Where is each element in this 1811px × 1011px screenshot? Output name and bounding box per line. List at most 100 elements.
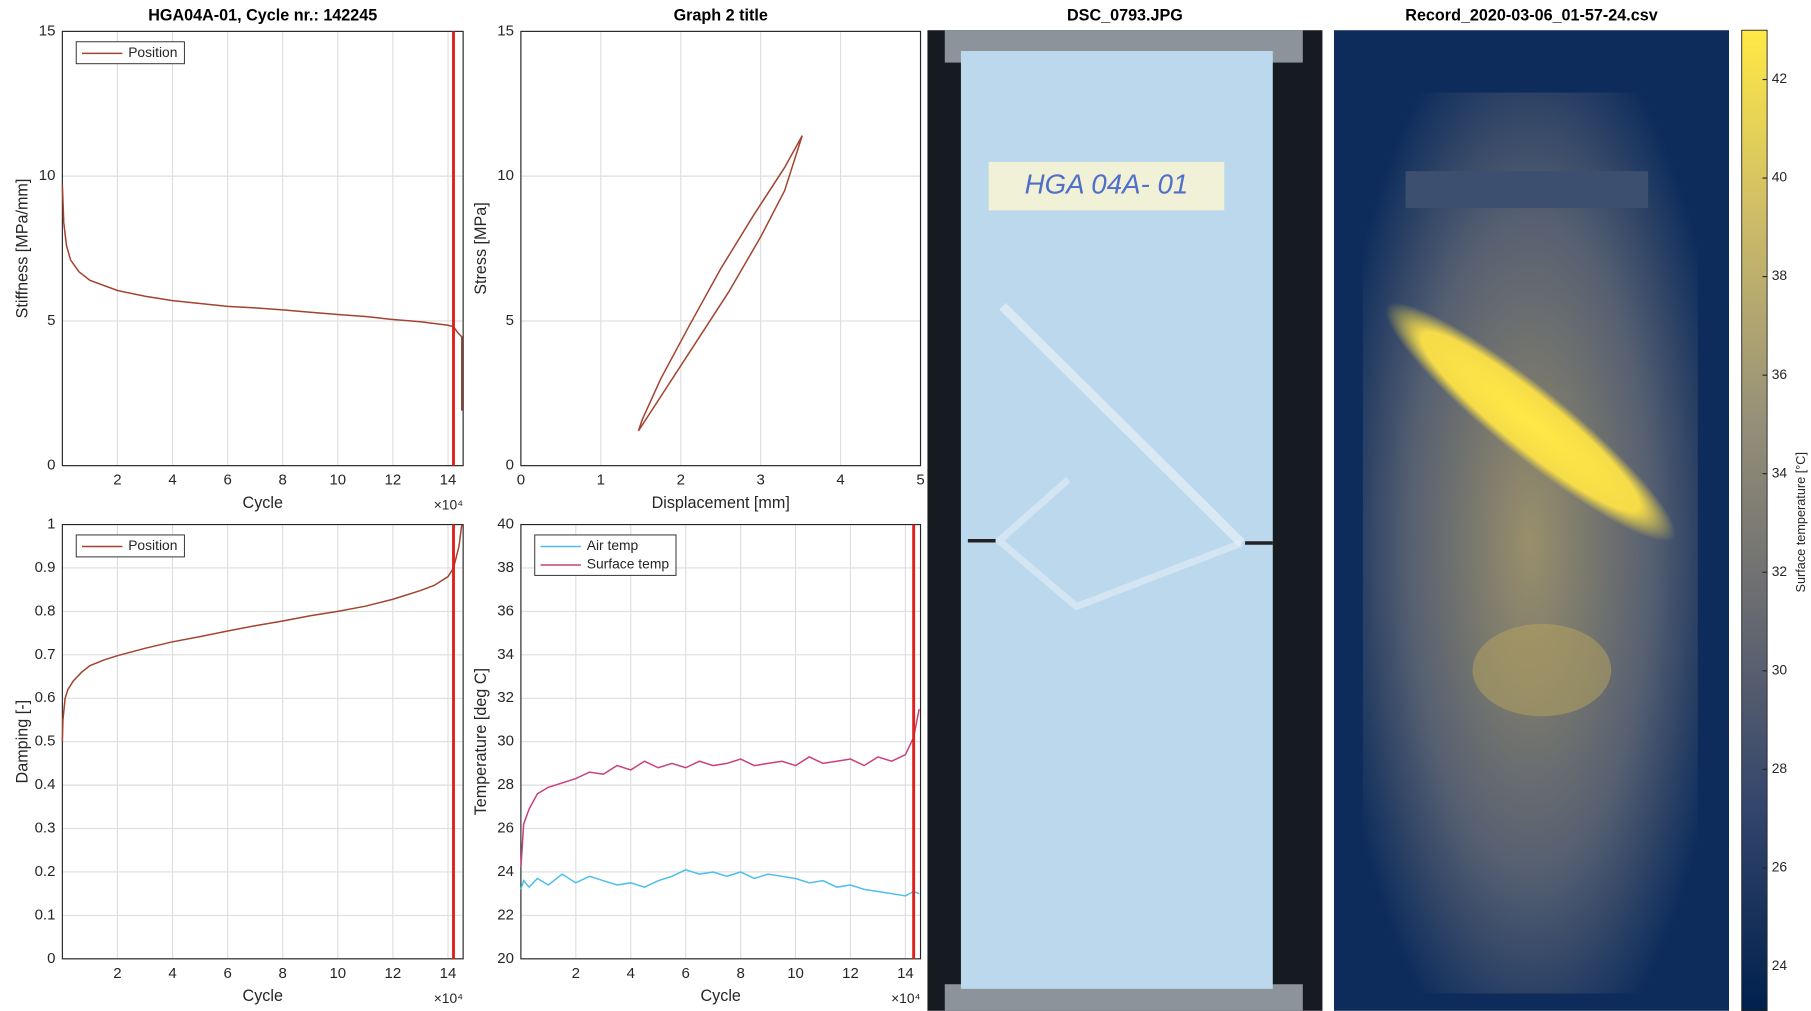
x-tick-label: 4 (627, 965, 635, 982)
damage-band (993, 476, 1243, 611)
plot-area (520, 31, 921, 466)
chart-title: Graph 2 title (674, 7, 768, 25)
chart-title: HGA04A-01, Cycle nr.: 142245 (148, 7, 377, 25)
legend-label: Position (128, 44, 177, 60)
x-tick-label: 14 (897, 965, 914, 982)
axes-box (520, 523, 922, 960)
colorbar-label: Surface temperature [°C] (1794, 452, 1808, 592)
y-tick-label: 0.2 (35, 863, 56, 880)
legend-box (75, 534, 185, 558)
axes-box (61, 30, 464, 467)
x-multiplier: ×10⁴ (434, 990, 463, 1006)
photo: HGA 04A- 01 DSC_0793.JPG (927, 7, 1323, 1011)
x-tick-label: 8 (736, 965, 744, 982)
colorbar-tick-label: 40 (1772, 169, 1788, 185)
y-tick-label: 5 (47, 312, 55, 329)
x-axis-label: Cycle (243, 494, 283, 512)
damage-band (999, 302, 1245, 547)
legend-label: Air temp (587, 537, 639, 553)
x-tick-label: 2 (113, 472, 121, 489)
x-tick-label: 6 (223, 965, 231, 982)
colorbar-tick-label: 30 (1772, 661, 1788, 677)
x-tick-label: 3 (756, 472, 764, 489)
legend-box (534, 534, 677, 576)
sticker-text: HGA 04A- 01 (1025, 168, 1189, 199)
panel-title: DSC_0793.JPG (1067, 7, 1183, 25)
warm-area (1472, 623, 1612, 717)
x-tick-label: 4 (836, 472, 844, 489)
x-tick-label: 6 (682, 965, 690, 982)
colorbar-tick-label: 32 (1772, 563, 1787, 579)
legend-label: Surface temp (587, 556, 670, 572)
x-tick-label: 1 (597, 472, 605, 489)
x-tick-label: 10 (329, 965, 346, 982)
y-tick-label: 26 (497, 820, 514, 837)
colorbar (1741, 29, 1768, 1011)
x-tick-label: 6 (223, 472, 231, 489)
x-multiplier: ×10⁴ (891, 990, 920, 1006)
y-tick-label: 34 (497, 646, 514, 663)
y-tick-label: 20 (497, 950, 514, 967)
data-line (637, 135, 803, 432)
y-tick-label: 0.8 (35, 602, 56, 619)
y-tick-label: 10 (39, 167, 56, 184)
thermal-sticker (1405, 171, 1649, 209)
colorbar-tick-label: 26 (1772, 859, 1788, 875)
x-tick-label: 14 (440, 472, 457, 489)
thermal-image: Record_2020-03-06_01-57-24.csv (1333, 7, 1729, 1011)
colorbar-tick-label: 28 (1772, 760, 1788, 776)
panel-title: Record_2020-03-06_01-57-24.csv (1405, 7, 1657, 25)
y-tick-label: 0 (47, 950, 55, 967)
x-axis-label: Cycle (243, 987, 283, 1005)
x-tick-label: 2 (113, 965, 121, 982)
x-tick-label: 10 (329, 472, 346, 489)
y-tick-label: 0.6 (35, 689, 56, 706)
y-tick-label: 5 (506, 312, 514, 329)
y-tick-label: 28 (497, 776, 514, 793)
x-tick-label: 2 (677, 472, 685, 489)
y-tick-label: 0 (47, 457, 55, 474)
y-axis-label: Stress [MPa] (472, 202, 490, 294)
y-tick-label: 32 (497, 689, 514, 706)
colorbar-tick-label: 42 (1772, 70, 1787, 86)
x-tick-label: 2 (572, 965, 580, 982)
x-multiplier: ×10⁴ (434, 497, 463, 513)
y-tick-label: 0 (506, 457, 514, 474)
y-axis-label: Temperature [deg C] (472, 668, 490, 815)
y-tick-label: 40 (497, 516, 514, 533)
colorbar-tick-label: 34 (1772, 464, 1788, 480)
x-tick-label: 4 (168, 965, 176, 982)
y-tick-label: 1 (47, 516, 55, 533)
axes-box (520, 30, 922, 467)
x-tick-label: 4 (168, 472, 176, 489)
y-tick-label: 36 (497, 602, 514, 619)
data-line (61, 524, 463, 742)
legend-box (75, 41, 185, 65)
y-axis-label: Damping [-] (13, 700, 31, 784)
y-tick-label: 0.9 (35, 559, 56, 576)
y-axis-label: Stiffness [MPa/mm] (13, 179, 31, 319)
y-tick-label: 30 (497, 733, 514, 750)
y-tick-label: 10 (497, 167, 514, 184)
y-tick-label: 0.3 (35, 820, 56, 837)
y-tick-label: 38 (497, 559, 514, 576)
colorbar-tick-label: 24 (1772, 957, 1788, 973)
colorbar-tick-label: 38 (1772, 267, 1788, 283)
x-axis-label: Cycle (701, 987, 741, 1005)
x-axis-label: Displacement [mm] (652, 494, 790, 512)
y-tick-label: 15 (497, 22, 514, 39)
x-tick-label: 12 (385, 472, 402, 489)
y-tick-label: 0.4 (35, 776, 56, 793)
y-tick-label: 15 (39, 22, 56, 39)
x-tick-label: 14 (440, 965, 457, 982)
thermal-specimen (1362, 92, 1698, 994)
x-tick-label: 8 (279, 472, 287, 489)
x-tick-label: 12 (842, 965, 859, 982)
x-tick-label: 12 (385, 965, 402, 982)
x-tick-label: 5 (916, 472, 924, 489)
y-tick-label: 0.5 (35, 733, 56, 750)
data-line (520, 708, 920, 868)
x-tick-label: 8 (279, 965, 287, 982)
